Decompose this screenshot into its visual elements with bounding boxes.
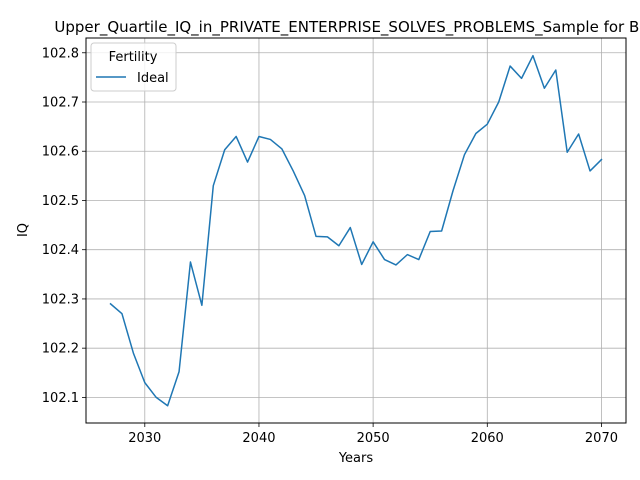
legend: Fertility Ideal xyxy=(91,43,176,91)
x-tick-label: 2070 xyxy=(585,431,618,446)
legend-series-label: Ideal xyxy=(137,71,169,86)
legend-title: Fertility xyxy=(109,50,158,65)
y-tick-label: 102.6 xyxy=(42,145,79,160)
x-axis-label: Years xyxy=(338,451,374,466)
y-tick-label: 102.1 xyxy=(42,391,79,406)
chart-title: Upper_Quartile_IQ_in_PRIVATE_ENTERPRISE_… xyxy=(54,18,640,37)
y-tick-label: 102.7 xyxy=(42,96,79,111)
x-tick-label: 2060 xyxy=(471,431,504,446)
y-tick-label: 102.5 xyxy=(42,194,79,209)
x-tick-label: 2050 xyxy=(357,431,390,446)
y-axis-label: IQ xyxy=(16,223,31,237)
y-tick-label: 102.8 xyxy=(42,46,79,61)
x-tick-label: 2030 xyxy=(128,431,161,446)
y-tick-label: 102.2 xyxy=(42,342,79,357)
y-tick-label: 102.3 xyxy=(42,292,79,307)
y-tick-label: 102.4 xyxy=(42,243,79,258)
x-tick-label: 2040 xyxy=(242,431,275,446)
